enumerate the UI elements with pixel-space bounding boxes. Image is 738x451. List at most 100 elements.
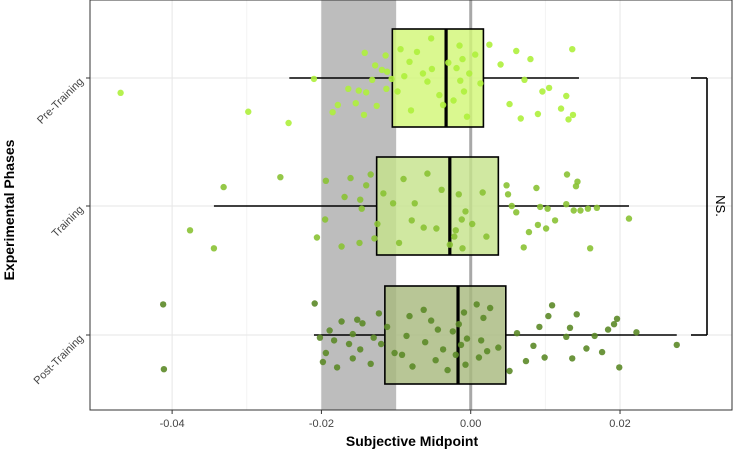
x-axis-title: Subjective Midpoint xyxy=(346,433,479,449)
box-iqr xyxy=(391,28,485,128)
y-tick-label: Pre-Training xyxy=(35,76,86,127)
data-point xyxy=(541,354,548,361)
data-point xyxy=(400,175,407,183)
significance-annotation: NS. xyxy=(713,195,728,217)
data-point xyxy=(363,182,370,189)
data-point xyxy=(444,366,451,374)
data-point xyxy=(319,358,327,366)
data-point xyxy=(463,335,471,342)
data-point xyxy=(525,228,533,236)
data-point xyxy=(360,111,368,119)
data-point xyxy=(536,203,544,211)
y-axis-title: Experimental Phases xyxy=(1,139,17,280)
data-point xyxy=(220,183,227,191)
data-point xyxy=(403,332,410,340)
data-point xyxy=(413,48,421,56)
box-pre-training xyxy=(289,28,579,128)
data-point xyxy=(517,115,524,122)
data-point xyxy=(459,245,466,252)
data-point xyxy=(563,92,570,100)
data-point xyxy=(367,360,374,367)
data-point xyxy=(380,190,387,197)
data-point xyxy=(483,348,491,355)
data-point xyxy=(446,241,454,248)
data-point xyxy=(186,227,194,234)
data-point xyxy=(480,314,487,322)
data-point xyxy=(420,306,427,313)
data-point xyxy=(321,216,329,223)
data-point xyxy=(359,320,366,327)
data-point xyxy=(411,200,418,207)
data-point xyxy=(419,70,427,77)
data-point xyxy=(598,348,606,356)
data-point xyxy=(349,355,356,362)
data-point xyxy=(383,323,391,331)
data-point xyxy=(407,107,415,114)
data-point xyxy=(322,349,330,357)
data-point xyxy=(427,317,435,324)
data-point xyxy=(450,97,457,104)
data-point xyxy=(428,65,436,73)
data-point xyxy=(409,363,416,370)
data-point xyxy=(311,300,318,307)
y-tick-label: Post-Training xyxy=(32,333,86,387)
data-point xyxy=(345,340,353,348)
data-point xyxy=(345,85,352,93)
data-point xyxy=(330,337,338,344)
data-point xyxy=(424,78,431,85)
data-point xyxy=(367,171,374,178)
data-point xyxy=(361,49,368,56)
data-point xyxy=(436,91,443,99)
data-point xyxy=(520,244,527,251)
data-point xyxy=(569,111,577,119)
data-point xyxy=(591,332,598,340)
data-point xyxy=(420,224,427,231)
data-point xyxy=(338,243,345,250)
data-point xyxy=(394,88,401,95)
data-point xyxy=(455,321,462,328)
x-axis-ticks: -0.04 -0.02 0.00 0.02 xyxy=(160,410,631,430)
data-point xyxy=(563,333,570,340)
data-point xyxy=(363,89,370,96)
x-tick-label: 0.02 xyxy=(609,418,630,430)
data-point xyxy=(539,88,546,95)
data-point xyxy=(477,337,485,344)
data-point xyxy=(310,75,318,83)
data-point xyxy=(573,311,580,318)
data-point xyxy=(389,200,397,207)
data-point xyxy=(408,217,415,224)
data-point xyxy=(527,55,534,63)
data-point xyxy=(548,302,556,309)
box-plot-layer xyxy=(213,28,677,385)
data-point xyxy=(434,326,442,333)
data-point xyxy=(513,330,521,337)
data-point xyxy=(565,116,572,123)
box-post-training xyxy=(313,285,677,385)
data-point xyxy=(316,334,324,341)
data-point xyxy=(357,346,364,353)
data-point xyxy=(453,64,460,72)
data-point xyxy=(534,110,542,118)
data-point xyxy=(497,61,504,68)
data-point xyxy=(483,233,490,240)
data-point xyxy=(530,342,537,349)
data-point xyxy=(357,196,364,203)
box-iqr xyxy=(384,285,507,385)
data-point xyxy=(371,62,379,69)
plot-panel-border xyxy=(89,0,733,411)
data-point xyxy=(326,327,333,334)
data-point xyxy=(424,170,431,177)
data-point xyxy=(545,84,553,92)
data-point xyxy=(545,312,552,320)
data-point xyxy=(285,119,292,127)
box-iqr xyxy=(375,156,500,256)
data-point xyxy=(463,113,471,120)
data-point xyxy=(513,209,520,216)
data-point xyxy=(458,216,465,223)
data-point xyxy=(563,201,570,208)
data-point xyxy=(427,35,435,42)
data-point xyxy=(586,245,594,252)
data-point xyxy=(521,76,528,84)
data-point xyxy=(583,345,590,352)
data-point xyxy=(584,205,592,212)
